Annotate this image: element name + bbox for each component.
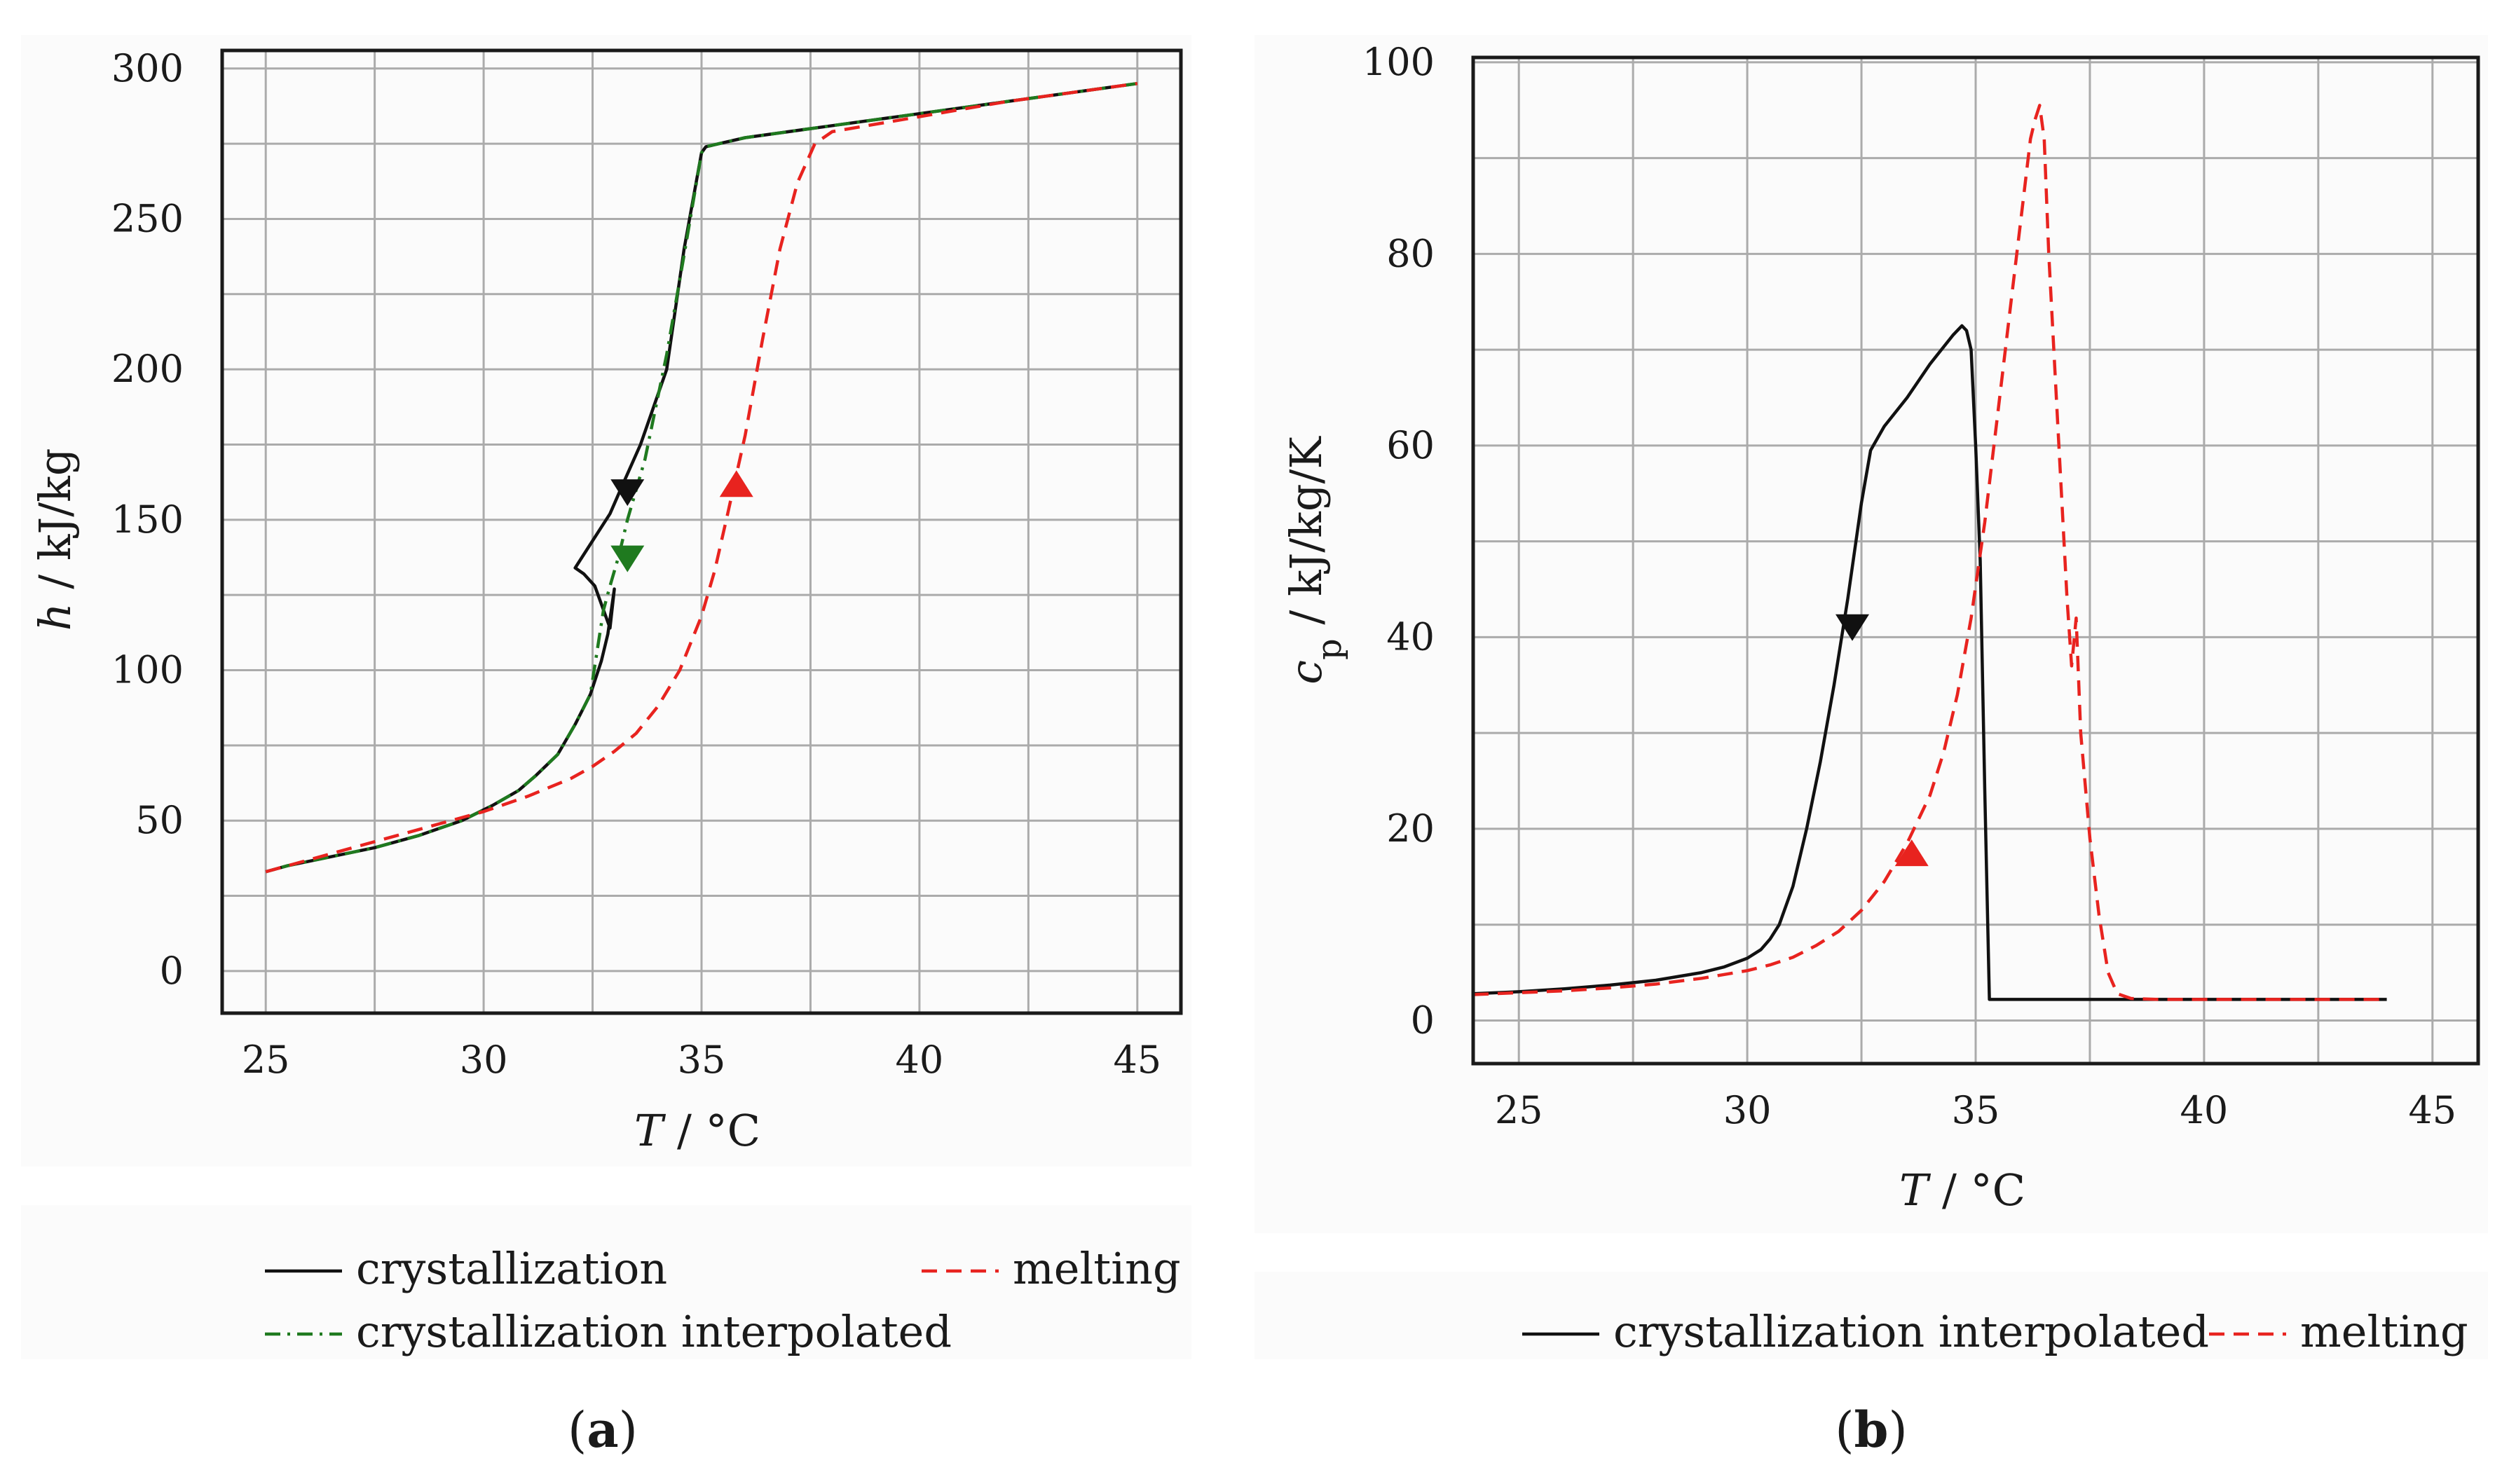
panel-a-legend-background — [21, 1205, 1191, 1359]
chart-a-x-tick-label: 25 — [242, 1038, 290, 1082]
chart-b-x-axis-label: T / °C — [1899, 1164, 2025, 1216]
chart-b-grid — [1473, 57, 2478, 1064]
chart-b-direction-arrow-up — [1894, 839, 1929, 867]
chart-a: 25 30 35 40 45 0 50 100 150 200 250 300 T / °C h / … — [29, 46, 1183, 1357]
chart-b-x-tick-label: 30 — [1723, 1088, 1772, 1132]
chart-b: 25 30 35 40 45 0 20 40 60 80 100 T / °C cp / kJ/kg… — [1280, 40, 2480, 1357]
chart-a-markers — [610, 470, 753, 572]
chart-b-y-tick-label: 20 — [1386, 806, 1435, 851]
chart-a-direction-arrow-down — [610, 545, 645, 572]
chart-b-x-tick-label: 45 — [2408, 1088, 2456, 1132]
chart-a-y-tick-label: 50 — [135, 798, 184, 842]
legend-label: melting — [1013, 1243, 1181, 1294]
chart-b-y-tick-label: 80 — [1386, 231, 1435, 275]
chart-b-frame — [1471, 55, 2480, 1066]
chart-a-x-tick-label: 45 — [1113, 1038, 1161, 1082]
chart-a-x-tick-label: 35 — [678, 1038, 726, 1082]
chart-b-ticks: 25 30 35 40 45 0 20 40 60 80 100 — [1362, 40, 2456, 1132]
chart-a-grid — [222, 50, 1181, 1013]
chart-b-y-tick-label: 0 — [1411, 998, 1435, 1042]
chart-b-y-tick-label: 40 — [1386, 614, 1435, 659]
chart-a-y-tick-label: 250 — [111, 196, 184, 240]
chart-b-series-crystallization-interpolated — [1472, 324, 2387, 1001]
chart-b-direction-arrow-down — [1835, 614, 1870, 641]
panel-a-caption: (a) — [568, 1401, 638, 1459]
chart-a-y-tick-label: 0 — [160, 949, 184, 993]
chart-a-ticks: 25 30 35 40 45 0 50 100 150 200 250 300 — [111, 46, 1161, 1082]
chart-a-legend: crystallization melting crystallization in… — [265, 1243, 1181, 1357]
chart-a-y-tick-label: 200 — [111, 347, 184, 391]
panel-b-legend-background — [1254, 1272, 2488, 1359]
chart-b-y-axis-label: cp / kJ/kg/K — [1280, 436, 1349, 685]
chart-a-y-tick-label: 150 — [111, 497, 184, 542]
chart-a-y-tick-label: 300 — [111, 46, 184, 90]
chart-a-y-tick-label: 100 — [111, 648, 184, 692]
chart-a-x-axis-label: T / °C — [634, 1105, 760, 1156]
legend-label: crystallization interpolated — [1613, 1306, 2209, 1357]
chart-a-y-axis-label: h / kJ/kg — [29, 448, 81, 631]
chart-a-x-tick-label: 30 — [460, 1038, 508, 1082]
chart-b-x-tick-label: 40 — [2180, 1088, 2229, 1132]
panel-b-caption: (b) — [1835, 1401, 1908, 1459]
legend-label: crystallization interpolated — [356, 1306, 952, 1357]
chart-b-legend: crystallization interpolated melting — [1522, 1306, 2468, 1357]
legend-label: crystallization — [356, 1243, 667, 1294]
chart-b-series — [1472, 104, 2387, 1001]
chart-a-frame — [220, 48, 1183, 1015]
chart-b-x-tick-label: 25 — [1495, 1088, 1543, 1132]
chart-a-direction-arrow-up — [719, 470, 753, 497]
legend-label: melting — [2300, 1306, 2468, 1357]
chart-a-direction-arrow-down — [610, 479, 645, 507]
chart-b-y-tick-label: 100 — [1362, 40, 1435, 84]
panel-b-background — [1254, 35, 2488, 1233]
chart-a-series — [265, 81, 1138, 874]
chart-a-x-tick-label: 40 — [896, 1038, 944, 1082]
chart-b-markers — [1835, 614, 1929, 867]
chart-b-y-tick-label: 60 — [1386, 423, 1435, 467]
chart-b-series-melting — [1472, 104, 2387, 1001]
chart-b-x-tick-label: 35 — [1952, 1088, 2000, 1132]
chart-a-series-melting — [265, 81, 1138, 874]
panel-a-background — [21, 35, 1191, 1167]
